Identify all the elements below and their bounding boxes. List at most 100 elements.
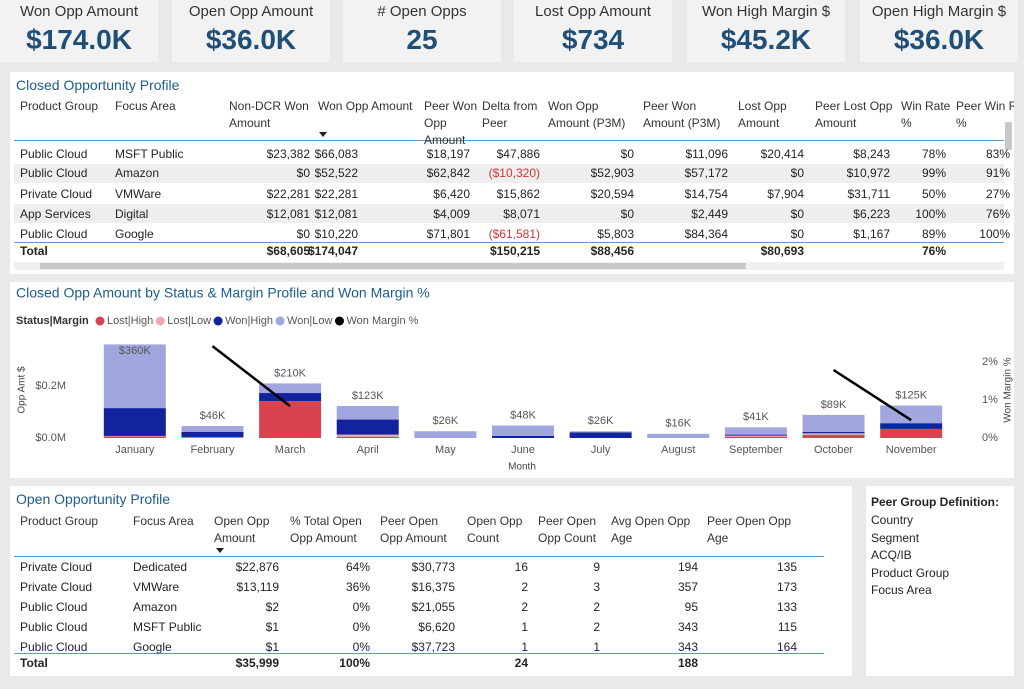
table-cell: 115: [777, 620, 797, 634]
table-cell: $10,220: [314, 227, 358, 241]
table-cell: $4,009: [433, 207, 470, 221]
table-cell: $23,382: [266, 147, 310, 161]
kpi-value: $45.2K: [720, 24, 812, 55]
table-cell: $0: [790, 227, 804, 241]
table-cell: $12,081: [314, 207, 358, 221]
table-cell: $52,522: [314, 166, 358, 180]
x-tick-label: January: [115, 444, 155, 456]
peer-item: Segment: [871, 530, 920, 545]
table-cell: 78%: [921, 147, 946, 161]
total-label: $360K: [119, 345, 151, 357]
table-cell: Amazon: [115, 166, 160, 180]
x-tick-label: November: [886, 444, 937, 456]
total-cell: Total: [20, 656, 48, 670]
bar-segment: [336, 436, 399, 438]
table-cell: 135: [776, 560, 797, 574]
table-cell: $21,055: [411, 600, 455, 614]
table-cell: $20,594: [590, 187, 634, 201]
table-cell: $22,281: [314, 187, 358, 201]
table-cell: $30,773: [411, 560, 455, 574]
kpi-card: Won Opp Amount $174.0K: [0, 0, 158, 62]
table-cell: Public Cloud: [20, 227, 88, 241]
table-cell: $1: [265, 620, 279, 634]
column-header: % Total Open Opp Amount: [290, 514, 362, 545]
y2-tick-label: 1%: [982, 394, 998, 406]
table-cell: $18,197: [426, 147, 470, 161]
table-cell: $84,364: [684, 227, 728, 241]
bar-segment: [569, 431, 632, 433]
table-cell: $22,281: [266, 187, 310, 201]
bar-segment: [259, 383, 322, 394]
column-header: Peer Open Opp Age: [707, 514, 792, 545]
bar-segment: [802, 434, 865, 438]
table-cell: 173: [776, 580, 797, 594]
v-scroll-thumb[interactable]: [1005, 122, 1012, 150]
table-cell: $47,886: [496, 147, 540, 161]
column-header: Win Rate %: [901, 99, 951, 130]
legend-label: Lost|Low: [167, 315, 211, 327]
table-cell: $15,862: [496, 187, 540, 201]
table-cell: 16: [514, 560, 528, 574]
table-cell: $12,081: [266, 207, 310, 221]
table-cell: $66,083: [314, 147, 358, 161]
kpi-card: Won High Margin $ $45.2K: [687, 0, 845, 62]
table-cell: 2: [521, 600, 528, 614]
table-cell: 0%: [352, 600, 370, 614]
legend-label: Lost|High: [107, 315, 153, 327]
total-label: $46K: [200, 410, 226, 422]
kpi-label: Open Opp Amount: [188, 3, 314, 20]
peer-item: Focus Area: [871, 583, 932, 597]
table-cell: $0: [790, 166, 804, 180]
table-cell: $31,711: [847, 187, 891, 201]
chart-title: Closed Opp Amount by Status & Margin Pro…: [16, 285, 430, 301]
table-cell: $1,167: [853, 227, 890, 241]
table-cell: $37,723: [411, 640, 455, 654]
y-tick-label: $0.2M: [35, 380, 66, 392]
table-cell: $5,803: [597, 227, 634, 241]
x-tick-label: February: [190, 444, 235, 456]
panel-title: Open Opportunity Profile: [16, 491, 171, 507]
column-header: Avg Open Opp Age: [611, 514, 691, 545]
table-cell: $57,172: [684, 166, 728, 180]
legend-label: Won|High: [225, 315, 273, 327]
bar-segment: [880, 428, 943, 438]
legend-swatch: [213, 316, 223, 326]
kpi-label: Open High Margin $: [871, 3, 1007, 20]
table-cell: VMWare: [133, 580, 180, 594]
legend-label: Won|Low: [287, 315, 333, 327]
total-cell: $150,215: [489, 244, 540, 258]
x-tick-label: September: [729, 444, 783, 456]
total-label: $48K: [510, 409, 536, 421]
column-header: Won Opp Amount: [318, 99, 413, 113]
table-cell: VMWare: [115, 187, 162, 201]
total-divider: [14, 653, 824, 654]
table-cell: 0%: [352, 640, 370, 654]
table-cell: $6,620: [418, 620, 455, 634]
table-cell: $22,876: [235, 560, 279, 574]
h-scroll-thumb[interactable]: [40, 263, 746, 269]
table-cell: 0%: [352, 620, 370, 634]
column-header: Focus Area: [115, 99, 176, 113]
header-divider: [14, 556, 824, 557]
bar-segment: [336, 434, 399, 437]
table-cell: 100%: [979, 227, 1010, 241]
total-cell: $174,047: [307, 244, 358, 258]
kpi-card: Open Opp Amount $36.0K: [172, 0, 330, 62]
total-cell: $35,999: [235, 656, 279, 670]
table-cell: MSFT Public: [133, 620, 202, 634]
table-cell: $2,449: [691, 207, 728, 221]
table-cell: $6,223: [853, 207, 890, 221]
table-cell: 27%: [985, 187, 1010, 201]
column-header: Product Group: [20, 514, 99, 528]
bar-segment: [414, 431, 477, 438]
total-divider: [14, 242, 1004, 243]
table-cell: $1: [265, 640, 279, 654]
column-header: Won Opp Amount (P3M): [548, 99, 626, 130]
table-cell: 89%: [921, 227, 946, 241]
bar-segment: [103, 408, 166, 436]
bar-segment: [647, 433, 710, 438]
peer-item: Country: [871, 513, 914, 527]
open-table-panel: Open Opportunity Profile Product Group Fo…: [10, 486, 852, 676]
table-cell: $0: [620, 147, 634, 161]
